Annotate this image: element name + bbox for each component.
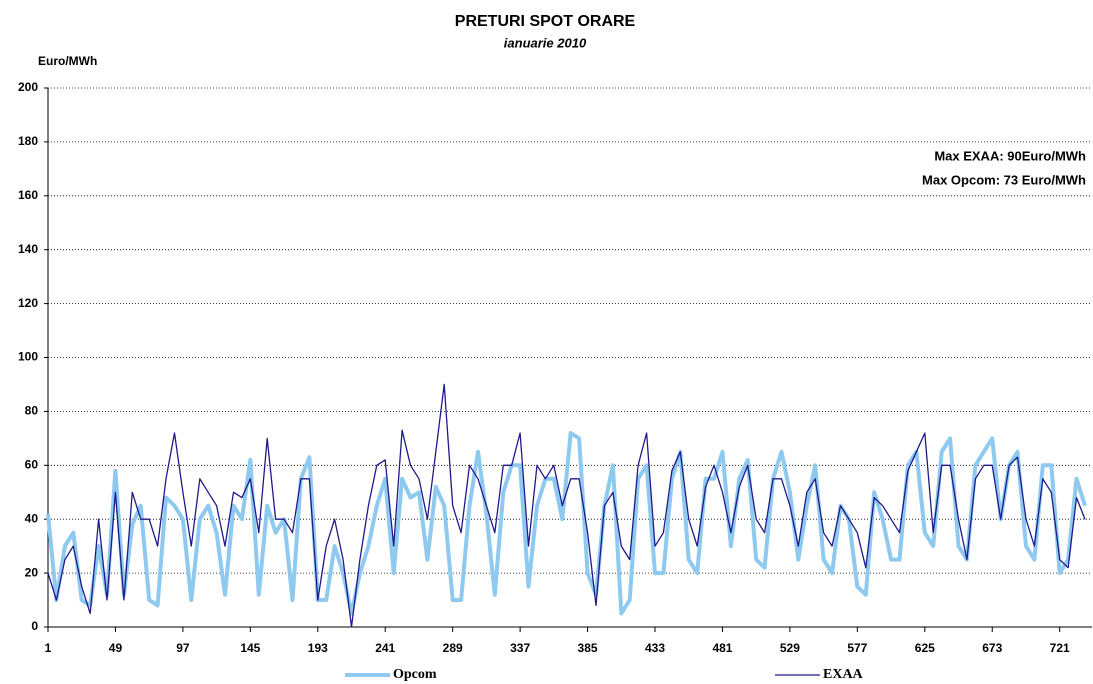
x-tick-label: 49 — [109, 641, 123, 655]
y-tick-label: 60 — [25, 457, 39, 471]
x-tick-label: 625 — [915, 641, 935, 655]
x-tick-label: 1 — [45, 641, 52, 655]
x-tick-label: 433 — [645, 641, 665, 655]
x-tick-label: 481 — [712, 641, 732, 655]
x-tick-label: 673 — [982, 641, 1002, 655]
x-tick-label: 577 — [847, 641, 867, 655]
x-tick-label: 721 — [1050, 641, 1070, 655]
y-tick-label: 120 — [18, 296, 38, 310]
y-tick-label: 40 — [25, 511, 39, 525]
chart-subtitle: ianuarie 2010 — [504, 35, 587, 50]
legend-label: EXAA — [823, 667, 864, 682]
annotation: Max EXAA: 90Euro/MWh — [934, 148, 1086, 163]
y-tick-label: 20 — [25, 565, 39, 579]
y-axis-label: Euro/MWh — [38, 54, 97, 68]
legend-label: Opcom — [393, 667, 437, 682]
y-tick-label: 160 — [18, 188, 38, 202]
x-tick-label: 97 — [176, 641, 190, 655]
x-tick-label: 193 — [308, 641, 328, 655]
series-line — [46, 431, 1087, 616]
y-tick-label: 180 — [18, 134, 38, 148]
chart-title: PRETURI SPOT ORARE — [455, 13, 636, 30]
x-tick-label: 337 — [510, 641, 530, 655]
y-tick-label: 200 — [18, 80, 38, 94]
x-tick-label: 385 — [578, 641, 598, 655]
y-tick-label: 0 — [31, 619, 38, 633]
y-tick-label: 100 — [18, 350, 38, 364]
y-tick-label: 140 — [18, 242, 38, 256]
x-tick-label: 145 — [240, 641, 260, 655]
x-tick-label: 241 — [375, 641, 395, 655]
y-tick-label: 80 — [25, 404, 39, 418]
x-tick-label: 529 — [780, 641, 800, 655]
series-line — [47, 383, 1086, 628]
annotation: Max Opcom: 73 Euro/MWh — [922, 172, 1086, 187]
x-tick-label: 289 — [443, 641, 463, 655]
